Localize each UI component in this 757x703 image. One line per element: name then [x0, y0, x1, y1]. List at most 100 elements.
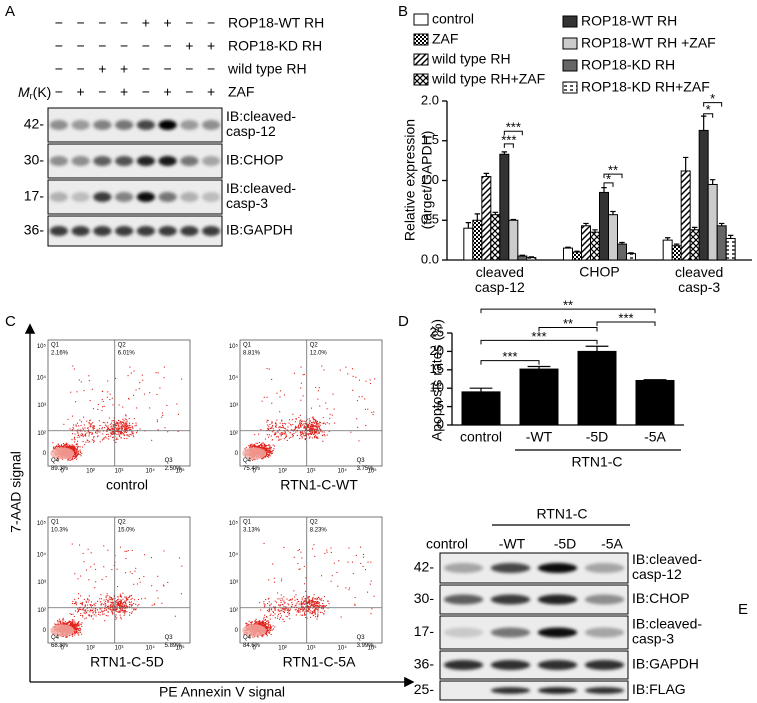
x-tick-label: 10⁴: [338, 468, 348, 475]
blot-band: [443, 563, 484, 573]
y-axis-label: (target/GAPDH): [419, 131, 435, 230]
x-tick-label: 10⁵: [175, 468, 185, 475]
legend-label: ROP18-WT RH +ZAF: [581, 35, 716, 51]
quadrant-name: Q4: [51, 635, 60, 641]
blot-band: [158, 226, 177, 236]
significance-bracket: [538, 326, 598, 332]
error-bar: [565, 246, 571, 249]
y-tick-label: 10⁴: [37, 551, 47, 558]
condition-sign: −: [185, 61, 193, 77]
legend-label: wild type RH+ZAF: [431, 71, 545, 87]
blot-band: [490, 687, 531, 694]
significance-bracket: [480, 339, 598, 345]
quadrant-percent: 3.99%: [357, 643, 375, 649]
blot-label: IB:GAPDH: [632, 656, 699, 672]
condition-sign: +: [207, 84, 215, 100]
condition-sign: −: [55, 15, 63, 31]
dense-core: [242, 447, 267, 460]
y-tick-label: 10²: [37, 431, 46, 437]
legend-swatch: [413, 33, 429, 46]
label-part: (K): [33, 84, 52, 100]
error-bar: [465, 222, 472, 229]
quadrant-percent: 6.01%: [118, 351, 136, 357]
quadrant-name: Q2: [118, 343, 127, 349]
error-bar: [574, 250, 580, 253]
x-tick-label: 10⁵: [367, 468, 377, 475]
error-bar: [610, 210, 616, 215]
error-bar: [727, 234, 734, 239]
y-tick-label: 10⁵: [37, 520, 47, 527]
flow-plot: Q110.3%Q215.0%Q35.89%Q468.8%0010²10²10³1…: [37, 516, 191, 652]
legend-label: wild type RH: [431, 51, 511, 67]
panel-label: A: [5, 3, 15, 20]
significance-label: **: [608, 163, 618, 178]
legend-label: ROP18-KD RH: [581, 57, 675, 73]
blot-label: IB:cleaved-: [226, 108, 296, 124]
condition-sign: −: [142, 84, 150, 100]
condition-sign: −: [164, 61, 172, 77]
error-bar: [469, 387, 493, 392]
legend-swatch: [562, 81, 578, 94]
x-tick-label: -WT: [526, 429, 553, 445]
y-tick-label: 0: [43, 451, 47, 457]
bar: [581, 225, 591, 261]
condition-sign: +: [164, 15, 172, 31]
blot-band: [114, 226, 134, 236]
legend-swatch: [413, 53, 429, 66]
y-tick-label: 10²: [37, 608, 46, 614]
blot-band: [490, 563, 531, 573]
sample-label: RTN1-C-5A: [283, 654, 357, 670]
error-bar: [528, 256, 535, 258]
blot-band: [443, 627, 484, 638]
y-tick-label: 10³: [229, 580, 238, 586]
x-tick-label: 10³: [115, 646, 124, 652]
y-axis-label: Apoptosis rates (%): [429, 319, 445, 441]
blot-band: [537, 563, 578, 573]
plot-frame: [47, 516, 191, 644]
quadrant-percent: 68.8%: [51, 643, 69, 649]
x-tick-label: cleaved casp-3: [675, 264, 723, 295]
legend-label: ROP18-KD RH+ZAF: [581, 79, 710, 95]
legend-label: control: [432, 11, 474, 27]
significance-bracket: [596, 321, 656, 326]
condition-sign: −: [185, 84, 193, 100]
y-tick-label: 10²: [229, 431, 238, 437]
significance-label: ***: [501, 132, 516, 147]
blot-band: [584, 594, 625, 605]
y-tick-label: 1.5: [421, 132, 439, 147]
bar: [590, 231, 600, 261]
quadrant-percent: 12.0%: [310, 351, 328, 357]
y-axis-label: 7-AAD signal: [8, 451, 24, 533]
x-tick-label: 10²: [278, 646, 287, 652]
quadrant-percent: 15.0%: [118, 528, 136, 534]
condition-sign: −: [77, 61, 85, 77]
y-axis-label: Relative expression: [402, 119, 418, 241]
quadrant-name: Q1: [51, 343, 60, 349]
quadrant-name: Q2: [310, 343, 319, 349]
y-tick-label: 10⁴: [37, 374, 47, 381]
significance-bracket: [703, 113, 714, 118]
legend-label: ROP18-WT RH: [581, 13, 677, 29]
quadrant-name: Q4: [243, 458, 252, 464]
mw-marker: 30-: [24, 152, 45, 168]
x-tick-label: 0: [253, 646, 257, 652]
y-tick-label: 10³: [37, 580, 46, 586]
condition-sign: −: [55, 84, 63, 100]
quadrant-name: Q3: [165, 458, 174, 464]
mw-marker: 25-: [414, 681, 435, 697]
blot-band: [490, 594, 531, 605]
condition-sign: −: [98, 38, 106, 54]
condition-sign: −: [98, 84, 106, 100]
quadrant-percent: 10.3%: [51, 528, 69, 534]
dense-core: [50, 624, 75, 637]
y-tick-label: 10³: [229, 403, 238, 409]
dense-core: [50, 447, 75, 460]
mr-label: Mr(K): [18, 84, 51, 102]
y-tick-label: 0.5: [421, 212, 439, 227]
sample-label: RTN1-C-WT: [280, 477, 358, 493]
x-tick-label: 10³: [307, 646, 316, 652]
blot-label: IB:CHOP: [632, 590, 690, 606]
y-tick-label: 10⁵: [229, 343, 239, 350]
x-tick-label: 10⁴: [338, 645, 348, 652]
error-bar: [643, 379, 667, 381]
